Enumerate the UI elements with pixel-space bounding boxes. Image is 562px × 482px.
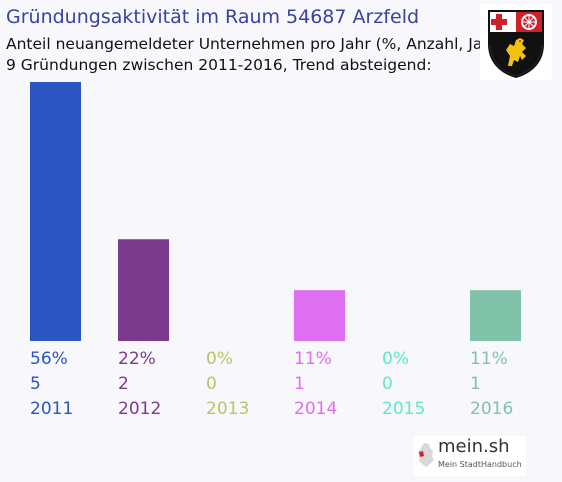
year-label-2014: 2014 [294, 399, 337, 419]
bar-2014 [294, 290, 345, 341]
brand-tagline: Mein StadtHandbuch [438, 460, 522, 469]
percent-label-2015: 0% [382, 349, 409, 369]
chart-title: Gründungsaktivität im Raum 54687 Arzfeld [6, 6, 420, 28]
bar-2016 [470, 290, 521, 341]
germany-map-icon [418, 443, 434, 467]
chart-subtitle-line2: 9 Gründungen zwischen 2011-2016, Trend a… [6, 56, 432, 74]
percent-label-2011: 56% [30, 349, 68, 369]
count-label-2012: 2 [118, 374, 129, 394]
chart-subtitle-line1: Anteil neuangemeldeter Unternehmen pro J… [6, 35, 505, 53]
count-label-2015: 0 [382, 374, 393, 394]
bar-2012 [118, 239, 169, 341]
count-label-2011: 5 [30, 374, 41, 394]
year-label-2015: 2015 [382, 399, 425, 419]
percent-label-2012: 22% [118, 349, 156, 369]
count-label-2013: 0 [206, 374, 217, 394]
branding-logo: mein.sh Mein StadtHandbuch [414, 436, 526, 476]
year-label-2011: 2011 [30, 399, 73, 419]
count-label-2014: 1 [294, 374, 305, 394]
bar-2011 [30, 82, 81, 341]
count-label-2016: 1 [470, 374, 481, 394]
year-label-2016: 2016 [470, 399, 513, 419]
year-label-2013: 2013 [206, 399, 249, 419]
brand-name: mein.sh [438, 436, 510, 457]
rheinland-pfalz-coat-of-arms-icon [480, 4, 552, 80]
percent-label-2013: 0% [206, 349, 233, 369]
year-label-2012: 2012 [118, 399, 161, 419]
percent-label-2016: 11% [470, 349, 508, 369]
percent-label-2014: 11% [294, 349, 332, 369]
